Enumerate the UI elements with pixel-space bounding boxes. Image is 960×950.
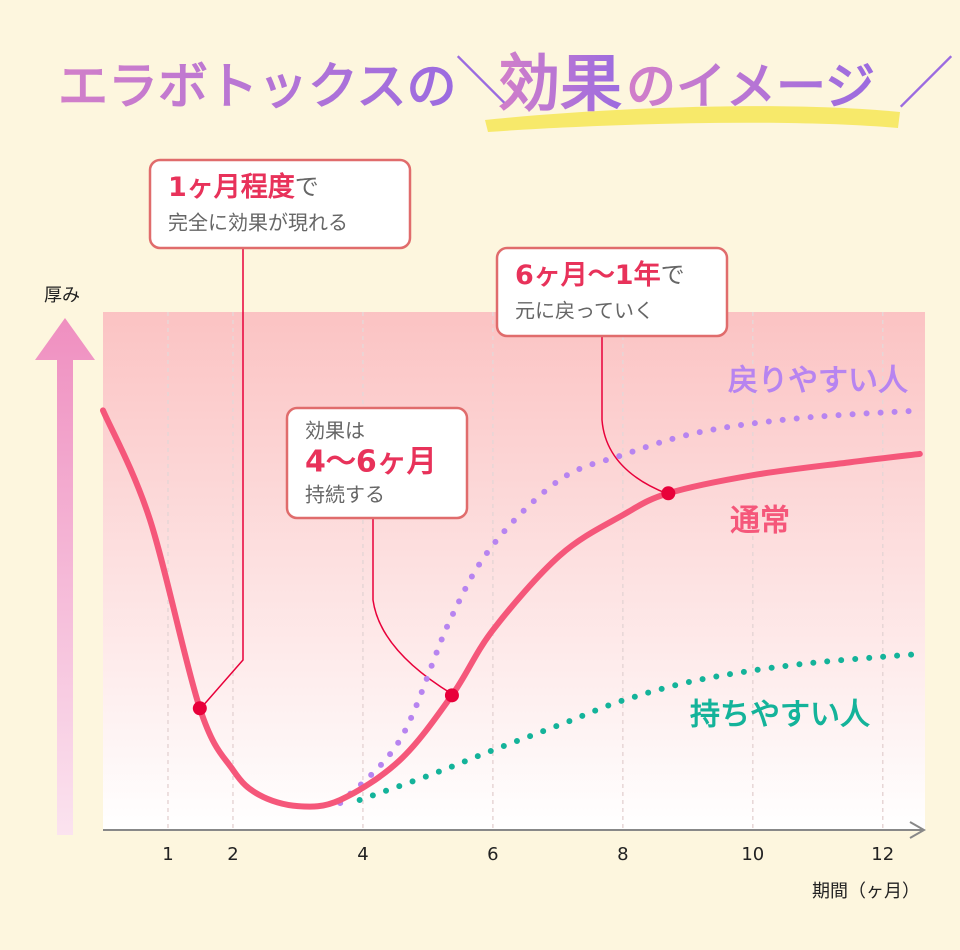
title-highlight <box>485 106 900 132</box>
callout-box <box>285 406 469 520</box>
callout-title: 1ヶ月程度で <box>168 171 319 203</box>
series-label: 持ちやすい人 <box>690 698 870 733</box>
series-line <box>356 650 923 803</box>
point-marker <box>444 688 459 703</box>
leader <box>372 518 453 695</box>
callout-text: 効果は <box>305 419 365 443</box>
point-marker <box>661 486 676 501</box>
x-tick-label: 12 <box>871 844 894 865</box>
callout-text: 持続する <box>305 483 385 507</box>
slash: ／ <box>898 52 954 117</box>
y-arrow <box>35 318 95 835</box>
x-tick-label: 1 <box>162 844 173 865</box>
callout-title: 6ヶ月〜1年で <box>515 259 685 291</box>
callout-text: 完全に効果が現れる <box>168 211 348 235</box>
title-part: のイメージ <box>626 58 875 116</box>
x-tick-label: 4 <box>357 844 368 865</box>
leader <box>200 248 244 709</box>
x-axis-label: 期間（ヶ月） <box>812 881 920 902</box>
series-label: 通常 <box>730 504 790 539</box>
callout-text: 元に戻っていく <box>515 299 654 323</box>
x-tick-label: 8 <box>617 844 628 865</box>
y-axis-label: 厚み <box>44 285 80 306</box>
callout-title: 4〜6ヶ月 <box>305 445 437 480</box>
slash: ＼ <box>455 52 511 117</box>
callout-box <box>148 158 412 250</box>
callout-box <box>495 246 729 338</box>
title-part: 効果 <box>498 47 622 120</box>
series-label: 戻りやすい人 <box>728 364 908 399</box>
leader <box>601 336 669 495</box>
x-axis-arrow <box>909 821 927 839</box>
x-tick-label: 6 <box>487 844 498 865</box>
title-part: エラボトックスの <box>58 58 457 116</box>
x-tick-label: 2 <box>227 844 238 865</box>
point-marker <box>192 701 207 716</box>
plot-area <box>103 312 925 830</box>
x-tick-label: 10 <box>741 844 764 865</box>
